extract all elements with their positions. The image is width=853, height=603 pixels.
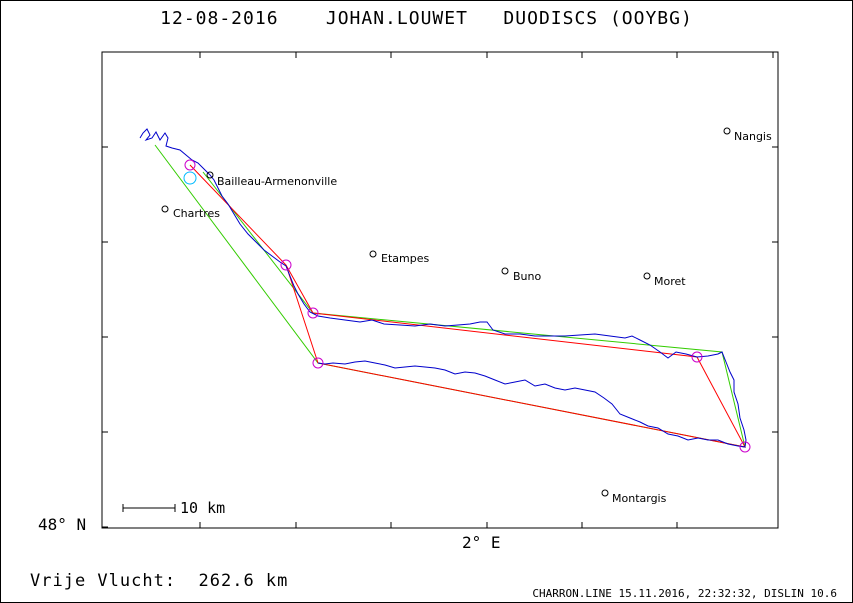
- city-label: Bailleau-Armenonville: [217, 175, 337, 188]
- turnpoint-marker: [739, 441, 751, 453]
- city-marker: [206, 171, 214, 179]
- city-marker: [723, 127, 731, 135]
- longitude-label: 2° E: [462, 533, 501, 552]
- city-label: Moret: [654, 275, 686, 288]
- optimized-route-line: [154, 144, 746, 448]
- turnpoints: [184, 159, 751, 453]
- latitude-label: 48° N: [38, 515, 87, 534]
- city-marker: [161, 205, 169, 213]
- start-marker: [183, 171, 197, 185]
- free-flight-distance: Vrije Vlucht: 262.6 km: [30, 571, 289, 591]
- scale-bar-label: 10 km: [180, 499, 226, 517]
- turnpoint-marker: [280, 259, 292, 271]
- city-marker: [643, 272, 651, 280]
- flight-title: 12-08-2016 JOHAN.LOUWET DUODISCS (OOYBG): [160, 8, 693, 29]
- task-route-line: [189, 164, 746, 448]
- axis-ticks: [102, 52, 778, 528]
- plot-border: [101, 51, 779, 529]
- city-label: Buno: [513, 270, 541, 283]
- city-buno: Buno: [501, 267, 541, 283]
- city-label: Montargis: [612, 492, 667, 505]
- city-label: Chartres: [173, 207, 220, 220]
- city-marker: [501, 267, 509, 275]
- city-bailleau-armenonville: Bailleau-Armenonville: [206, 171, 337, 188]
- city-chartres: Chartres: [161, 205, 220, 220]
- city-montargis: Montargis: [601, 489, 667, 505]
- flight-track: [139, 128, 747, 448]
- city-marker: [601, 489, 609, 497]
- cities: Nangis Bailleau-Armenonville Chartres Et…: [161, 127, 772, 505]
- scale-bar: [122, 504, 176, 512]
- city-label: Nangis: [734, 130, 772, 143]
- city-nangis: Nangis: [723, 127, 772, 143]
- city-marker: [369, 250, 377, 258]
- city-label: Etampes: [381, 252, 429, 265]
- turnpoint-marker: [307, 307, 319, 319]
- footer-info: CHARRON.LINE 15.11.2016, 22:32:32, DISLI…: [532, 587, 837, 600]
- turnpoint-marker: [312, 357, 324, 369]
- turnpoint-marker: [184, 159, 196, 171]
- city-moret: Moret: [643, 272, 686, 288]
- turnpoint-marker: [691, 351, 703, 363]
- city-etampes: Etampes: [369, 250, 429, 265]
